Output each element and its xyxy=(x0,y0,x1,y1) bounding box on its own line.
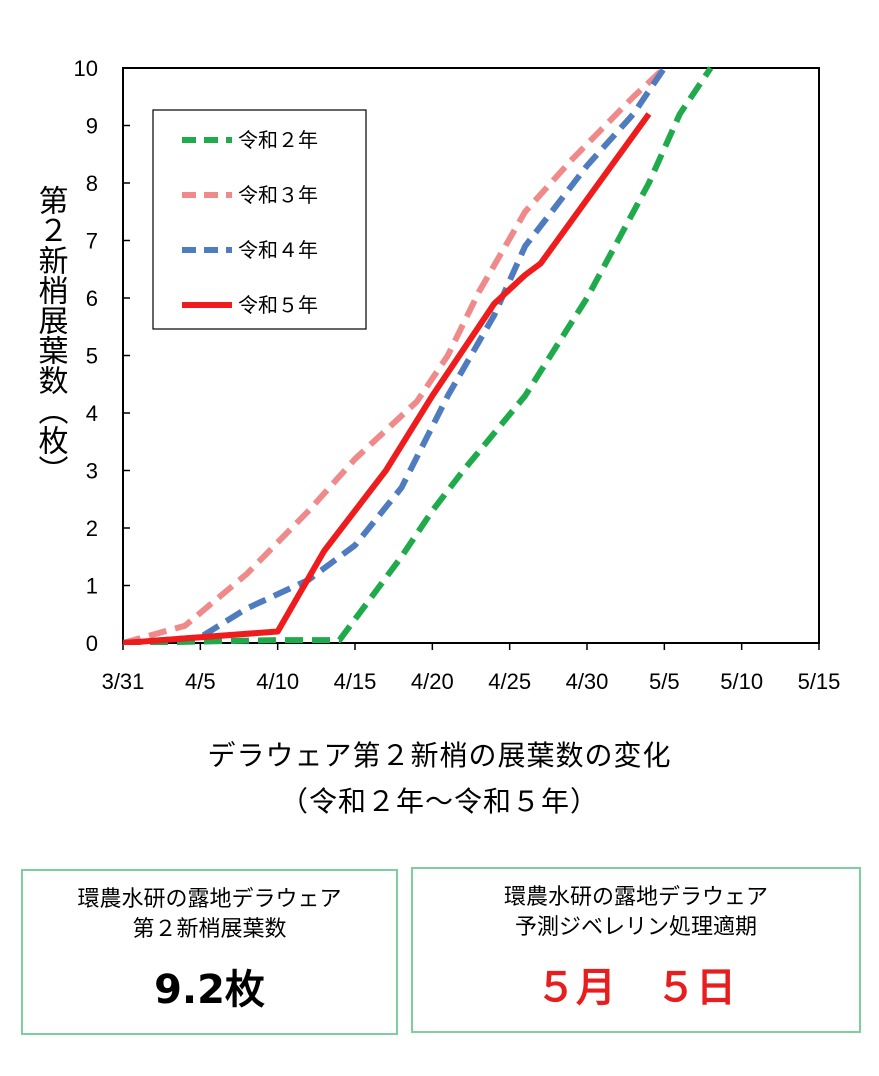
x-tick-label: 5/15 xyxy=(798,669,841,694)
x-tick-label: 4/5 xyxy=(185,669,216,694)
series-line-1 xyxy=(123,66,714,645)
y-tick-label: 5 xyxy=(86,344,98,369)
series-line-4 xyxy=(123,112,652,645)
legend-label-4: 令和５年 xyxy=(238,293,318,317)
y-tick-label: 8 xyxy=(86,171,98,196)
line-chart: 0 1 2 3 4 5 6 7 8 9 10 3/31 4/5 4/10 4/15 4/20 4/25 4/30… xyxy=(33,56,841,694)
y-tick-label: 6 xyxy=(86,286,98,311)
y-tick-label: 7 xyxy=(86,229,98,254)
y-tick-label: 3 xyxy=(86,459,98,484)
treatment-date-box-title: 環農水研の露地デラウェア xyxy=(503,885,768,910)
y-tick-label: 0 xyxy=(86,631,98,656)
x-tick-label: 4/30 xyxy=(566,669,609,694)
legend-label-2: 令和３年 xyxy=(238,183,318,207)
leaf-count-value: 9.2枚 xyxy=(154,967,265,1013)
leaf-count-box: 環農水研の露地デラウェア 第２新梢展葉数 9.2枚 xyxy=(21,869,398,1035)
x-tick-label: 4/15 xyxy=(334,669,377,694)
x-tick-label: 4/20 xyxy=(411,669,454,694)
x-axis: 3/31 4/5 4/10 4/15 4/20 4/25 4/30 5/5 5/10 5/15 xyxy=(102,643,841,694)
y-tick-label: 9 xyxy=(86,114,98,139)
x-tick-label: 5/5 xyxy=(649,669,680,694)
series-line-3 xyxy=(123,66,667,645)
y-tick-label: 4 xyxy=(86,401,98,426)
legend-label-3: 令和４年 xyxy=(238,238,318,262)
y-tick-label: 10 xyxy=(74,56,98,81)
x-tick-label: 4/25 xyxy=(488,669,531,694)
treatment-date-box-subtitle: 予測ジベレリン処理適期 xyxy=(514,915,757,940)
y-axis-label: 第２新梢展葉数（枚） xyxy=(33,185,69,485)
legend-label-1: 令和２年 xyxy=(238,128,318,152)
chart-caption-line1: デラウェア第２新梢の展葉数の変化 xyxy=(207,739,672,772)
treatment-date-value: ５月 ５日 xyxy=(536,965,736,1011)
y-tick-label: 1 xyxy=(86,574,98,599)
series-line-2 xyxy=(123,66,667,645)
chart-caption-line2: （令和２年～令和５年） xyxy=(279,785,599,818)
x-tick-label: 3/31 xyxy=(102,669,145,694)
treatment-date-box: 環農水研の露地デラウェア 予測ジベレリン処理適期 ５月 ５日 xyxy=(411,867,861,1033)
x-tick-label: 4/10 xyxy=(256,669,299,694)
y-axis: 0 1 2 3 4 5 6 7 8 9 10 xyxy=(74,56,130,656)
leaf-count-box-subtitle: 第２新梢展葉数 xyxy=(132,917,287,942)
y-tick-label: 2 xyxy=(86,516,98,541)
series-layer xyxy=(123,66,714,645)
leaf-count-box-title: 環農水研の露地デラウェア xyxy=(77,887,342,912)
legend-box xyxy=(152,109,367,330)
x-tick-label: 5/10 xyxy=(720,669,763,694)
